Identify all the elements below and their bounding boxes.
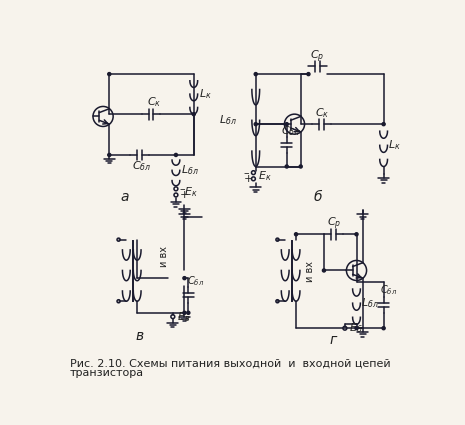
Circle shape [254, 73, 257, 76]
Text: –: – [180, 184, 186, 194]
Circle shape [322, 269, 326, 272]
Text: $E_в$: $E_в$ [178, 310, 191, 323]
Circle shape [294, 233, 298, 236]
Text: $L_{бл}$: $L_{бл}$ [361, 296, 379, 310]
Text: $C_р$: $C_р$ [310, 49, 324, 65]
Text: транзистора: транзистора [70, 368, 144, 378]
Circle shape [307, 73, 310, 76]
Text: а: а [120, 190, 129, 204]
Text: –: – [243, 167, 249, 178]
Circle shape [108, 153, 111, 156]
Circle shape [187, 311, 190, 314]
Circle shape [174, 153, 178, 156]
Text: $E_б$: $E_б$ [349, 321, 362, 335]
Circle shape [192, 113, 195, 116]
Text: $C_{бл}$: $C_{бл}$ [187, 274, 204, 288]
Text: $L_к$: $L_к$ [199, 87, 212, 101]
Circle shape [382, 327, 385, 330]
Text: г: г [329, 333, 337, 347]
Text: в: в [136, 329, 144, 343]
Text: $C_{бл}$: $C_{бл}$ [280, 124, 300, 138]
Circle shape [183, 277, 186, 280]
Text: $C_к$: $C_к$ [147, 95, 162, 109]
Text: $E_к$: $E_к$ [184, 185, 197, 199]
Circle shape [355, 327, 358, 330]
Text: $C_{бл}$: $C_{бл}$ [132, 159, 151, 173]
Text: $C_{бл}$: $C_{бл}$ [380, 283, 397, 297]
Text: и вх: и вх [159, 246, 169, 267]
Text: $C_р$: $C_р$ [327, 216, 341, 232]
Text: $C_к$: $C_к$ [315, 107, 330, 120]
Text: Рис. 2.10. Схемы питания выходной  и  входной цепей: Рис. 2.10. Схемы питания выходной и вход… [70, 359, 391, 369]
Text: +: + [180, 190, 189, 200]
Circle shape [285, 165, 288, 168]
Text: $E_к$: $E_к$ [258, 169, 272, 183]
Circle shape [382, 122, 385, 126]
Text: б: б [314, 190, 322, 204]
Circle shape [183, 311, 186, 314]
Circle shape [355, 233, 358, 236]
Text: $L_к$: $L_к$ [388, 138, 401, 152]
Text: и вх: и вх [305, 261, 315, 283]
Circle shape [108, 73, 111, 76]
Circle shape [299, 165, 302, 168]
Text: $L_{бл}$: $L_{бл}$ [219, 113, 236, 127]
Circle shape [254, 122, 257, 126]
Circle shape [285, 122, 288, 126]
Text: $L_{бл}$: $L_{бл}$ [181, 164, 199, 177]
Text: +: + [243, 174, 252, 184]
